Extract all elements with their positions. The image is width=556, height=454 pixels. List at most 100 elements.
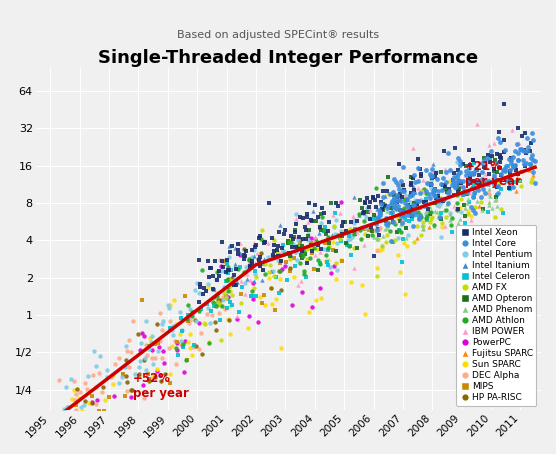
Point [429,189,438,197]
Point [462,162,471,169]
Point [443,149,452,157]
Point [281,258,290,266]
Point [358,281,366,289]
Point [512,167,520,174]
Point [368,193,377,200]
Point [278,245,287,252]
Point [197,350,206,357]
Point [493,183,502,190]
Point [490,156,499,163]
Point [247,253,256,261]
Point [285,250,294,257]
Point [381,214,390,222]
Point [277,249,286,256]
Point [178,340,187,348]
Point [156,310,165,317]
Point [291,227,300,234]
Point [505,169,514,177]
Point [216,257,225,264]
Point [514,125,523,132]
Point [207,311,216,318]
Point [224,293,233,300]
Point [225,277,234,284]
Point [464,242,473,249]
Point [383,188,391,195]
Point [345,232,354,240]
Point [518,133,527,140]
Point [453,170,462,178]
Point [219,283,228,290]
Point [437,199,446,206]
Point [290,234,299,241]
Point [413,222,421,229]
Point [374,213,383,220]
Point [270,253,279,261]
Point [490,181,499,188]
Point [146,335,155,342]
Point [513,141,522,148]
Point [449,192,458,199]
Point [378,217,386,224]
Point [289,241,297,248]
Point [146,376,155,383]
Point [56,427,65,434]
Point [453,167,462,174]
Point [386,199,395,206]
Point [327,231,336,238]
Point [390,220,399,227]
Point [295,233,304,240]
Point [389,239,398,246]
Point [245,312,254,320]
Point [316,225,325,232]
Point [137,340,146,347]
Point [120,363,129,370]
Point [144,345,153,352]
Point [512,178,520,186]
Point [200,319,208,326]
Point [512,188,520,195]
Point [239,251,248,258]
Point [61,384,70,391]
Point [151,355,160,362]
Point [396,190,405,197]
Point [75,389,84,396]
Point [452,183,461,190]
Point [470,184,479,192]
Point [397,219,406,227]
Point [212,300,221,307]
Point [416,211,425,218]
Point [456,177,465,184]
Point [83,385,92,392]
Point [177,338,186,345]
Point [438,223,446,230]
Point [317,214,326,221]
Point [436,233,445,240]
Point [215,302,224,309]
Point [160,370,169,378]
Point [390,195,399,202]
Point [504,155,513,163]
Point [381,192,390,200]
Point [110,393,119,400]
Point [470,189,479,196]
Point [455,158,464,165]
Point [218,238,227,246]
Point [436,210,445,217]
Point [121,356,130,363]
Point [88,417,97,424]
Point [436,215,445,222]
Point [195,289,203,296]
Point [276,344,285,351]
Point [410,186,419,193]
Point [445,178,454,185]
Point [518,147,527,154]
Point [494,128,503,135]
Point [59,444,68,452]
Point [337,232,346,240]
Point [296,260,305,267]
Point [240,246,249,253]
Point [141,355,150,362]
Point [242,247,251,255]
Point [529,163,538,170]
Point [444,199,453,207]
